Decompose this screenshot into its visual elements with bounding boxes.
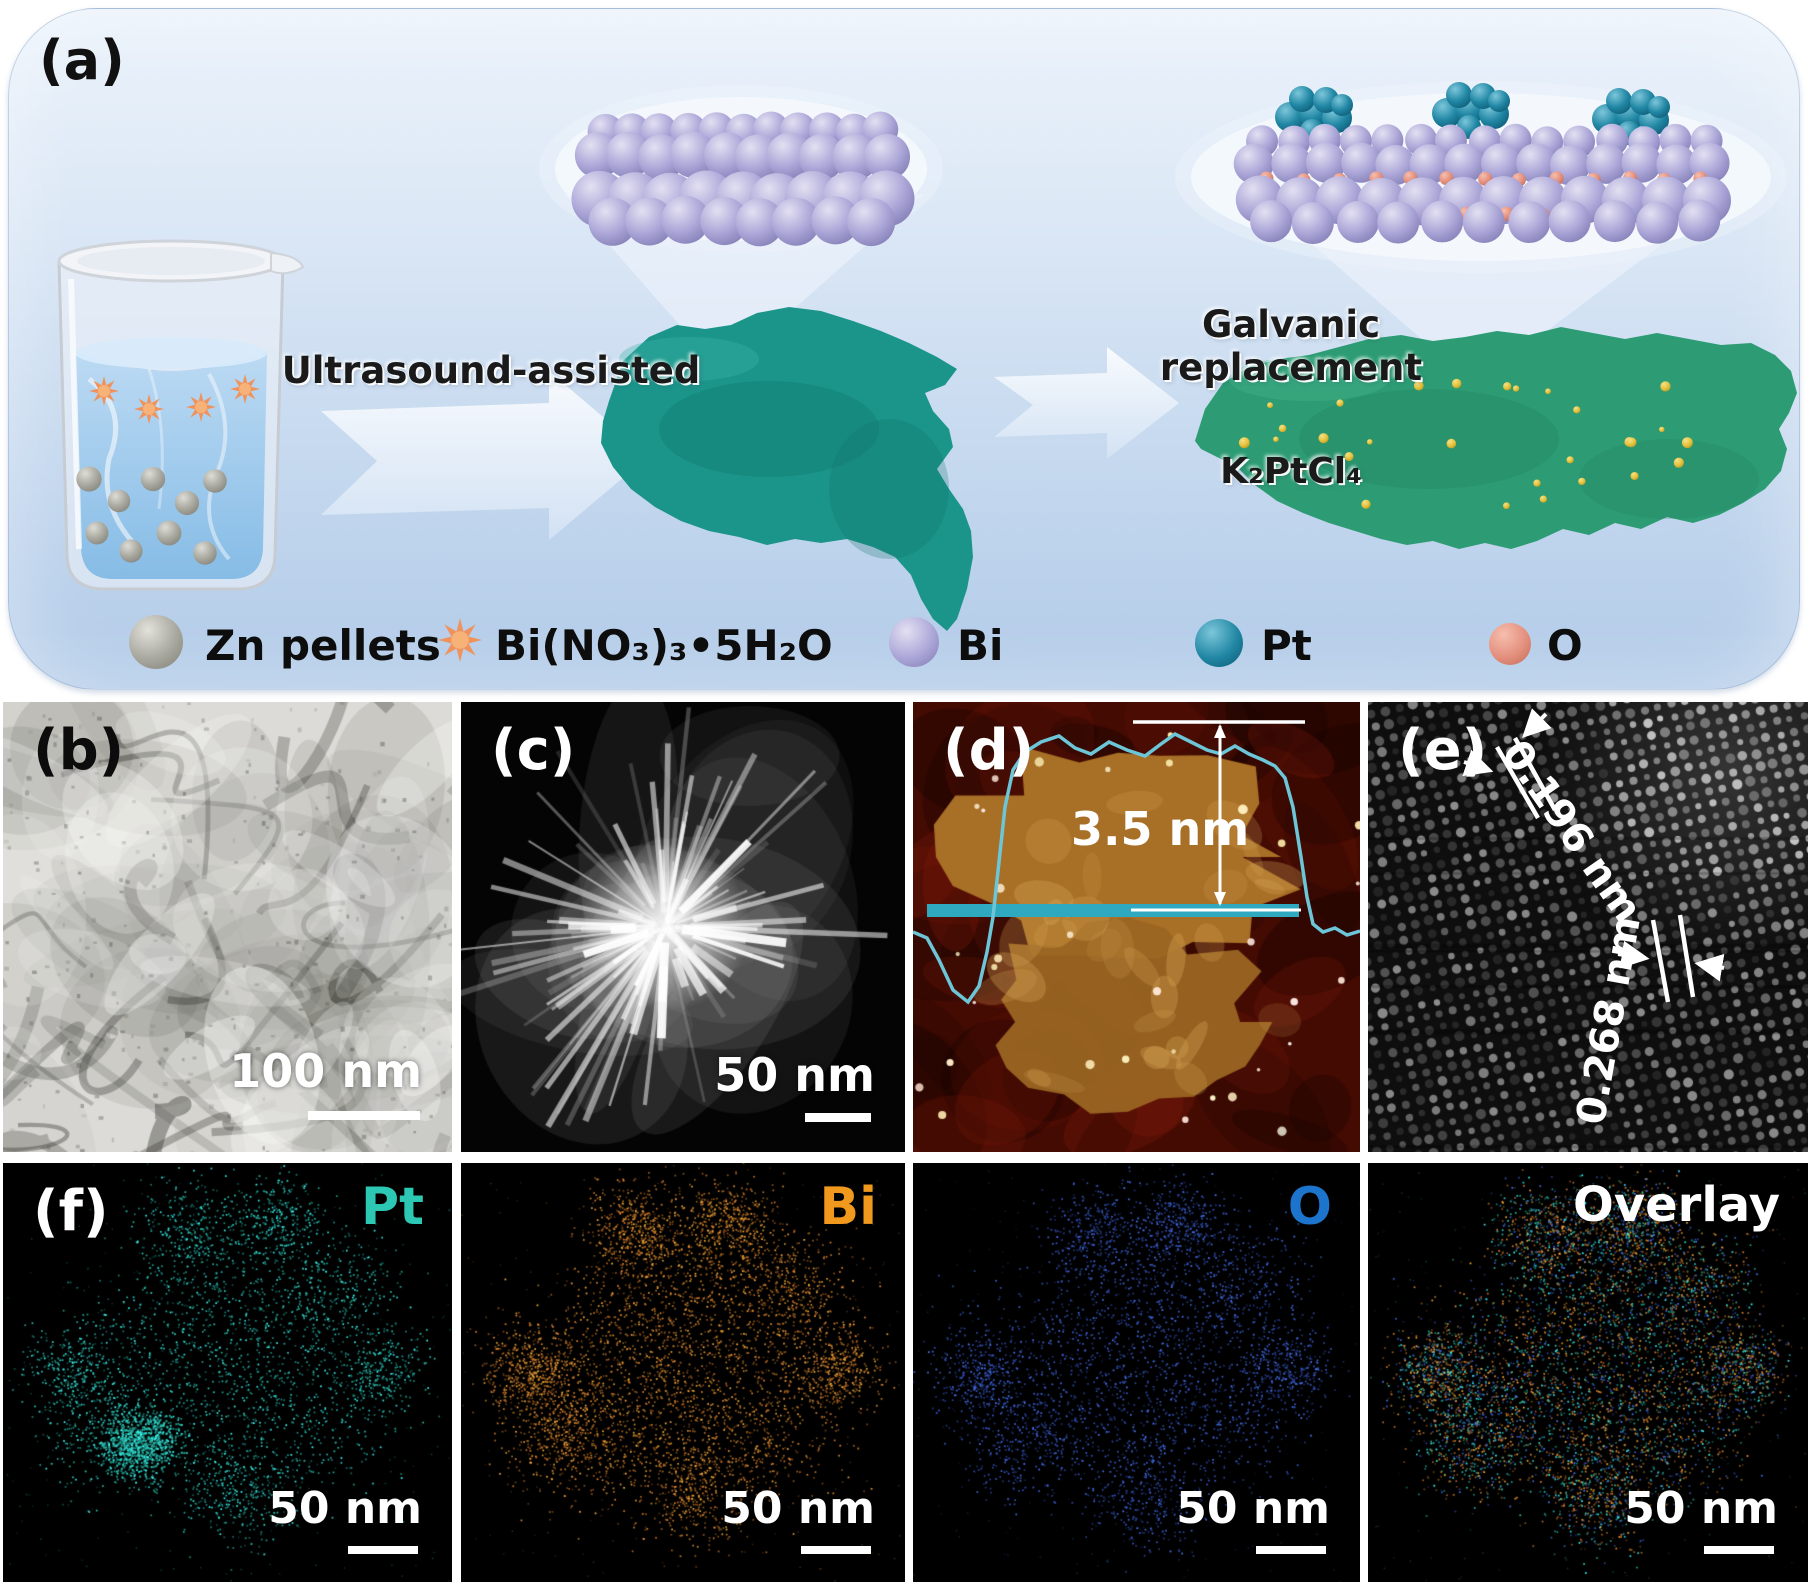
scale-bar xyxy=(1704,1546,1774,1554)
element-label-bi: Bi xyxy=(819,1177,877,1237)
afm-annotations xyxy=(913,720,1360,1005)
panel-a-schematic: (a) Ultrasound-assisted Galvanic replace… xyxy=(8,8,1800,690)
height-annotation: 3.5 nm xyxy=(1071,802,1250,856)
panel-d-label: (d) xyxy=(943,718,1035,783)
pt-atom-icon xyxy=(1195,619,1243,667)
zn-pellets-graphic xyxy=(76,466,227,565)
bi-nanosheet xyxy=(601,307,973,631)
panel-a-label: (a) xyxy=(39,29,125,92)
process-arrow-2 xyxy=(994,347,1179,459)
magnifier-right xyxy=(1175,81,1787,361)
step1-label: Ultrasound-assisted xyxy=(281,349,701,392)
pt-nanoparticles xyxy=(1238,378,1693,510)
panel-c-label: (c) xyxy=(491,718,576,783)
zn-pellet-icon xyxy=(129,615,183,669)
bi-atom-slab xyxy=(571,111,915,247)
scale-bar-label: 50 nm xyxy=(714,1048,875,1102)
panel-f-eds-map-o: O 50 nm xyxy=(913,1163,1360,1582)
reagent-label: K₂PtCl₄ xyxy=(1220,451,1362,492)
panel-f-eds-map-overlay: Overlay 50 nm xyxy=(1368,1163,1808,1582)
legend-o-label: O xyxy=(1547,621,1583,670)
tem-image-canvas xyxy=(3,702,452,1152)
scale-bar xyxy=(801,1546,871,1554)
stem-image-canvas xyxy=(461,702,905,1152)
scale-bar xyxy=(348,1546,418,1554)
step2-label: Galvanic replacement xyxy=(1159,303,1423,389)
o-atom-icon xyxy=(1489,623,1531,665)
element-label-overlay: Overlay xyxy=(1573,1177,1780,1233)
panel-d-afm-image: (d) 3.5 nm xyxy=(913,702,1360,1152)
scale-bar xyxy=(1256,1546,1326,1554)
bi-nitrate-icon xyxy=(438,618,482,662)
scale-bar-label: 50 nm xyxy=(268,1483,422,1534)
scale-bar-label: 50 nm xyxy=(1624,1483,1778,1534)
legend-bi-label: Bi xyxy=(957,621,1004,670)
scale-bar xyxy=(308,1111,420,1120)
hrtem-lattice-canvas xyxy=(1368,702,1808,1152)
element-label-pt: Pt xyxy=(361,1177,424,1237)
bi-atom-icon xyxy=(889,617,939,667)
lattice-annotations xyxy=(1462,708,1725,1003)
eds-map-pt-canvas xyxy=(3,1163,452,1582)
panel-b-tem-image: (b) 100 nm xyxy=(3,702,452,1152)
magnifier-left xyxy=(539,85,943,347)
scale-bar-label: 100 nm xyxy=(229,1044,422,1098)
eds-map-overlay-canvas xyxy=(1368,1163,1808,1582)
panel-b-label: (b) xyxy=(33,718,125,783)
eds-map-bi-canvas xyxy=(461,1163,905,1582)
afm-scan-line xyxy=(927,904,1299,917)
panel-f-eds-map-pt: (f) Pt 50 nm xyxy=(3,1163,452,1582)
panel-e-hrtem-image: (e) 0.196 nm 0.268 nm xyxy=(1368,702,1808,1152)
schematic-graphic xyxy=(57,81,1797,631)
beaker xyxy=(57,239,305,591)
panel-f-label: (f) xyxy=(33,1179,109,1244)
height-profile-curve xyxy=(913,731,1360,1005)
panel-c-stem-image: (c) 50 nm xyxy=(461,702,905,1152)
legend-pt-label: Pt xyxy=(1261,621,1312,670)
pt-on-bi-o-atom-slab xyxy=(1233,82,1732,245)
eds-map-o-canvas xyxy=(913,1163,1360,1582)
scale-bar-label: 50 nm xyxy=(1176,1483,1330,1534)
scale-bar-label: 50 nm xyxy=(721,1483,875,1534)
legend-bi-nitrate-label: Bi(NO₃)₃•5H₂O xyxy=(495,621,833,670)
pt-bi-nanosheet xyxy=(1195,327,1797,549)
bi-nitrate-stars-graphic xyxy=(89,374,260,424)
element-label-o: O xyxy=(1287,1177,1332,1237)
panel-f-eds-map-bi: Bi 50 nm xyxy=(461,1163,905,1582)
panel-e-label: (e) xyxy=(1398,718,1488,783)
legend-zn-label: Zn pellets xyxy=(205,621,441,670)
scale-bar xyxy=(805,1113,871,1122)
process-arrow-1 xyxy=(321,371,649,540)
